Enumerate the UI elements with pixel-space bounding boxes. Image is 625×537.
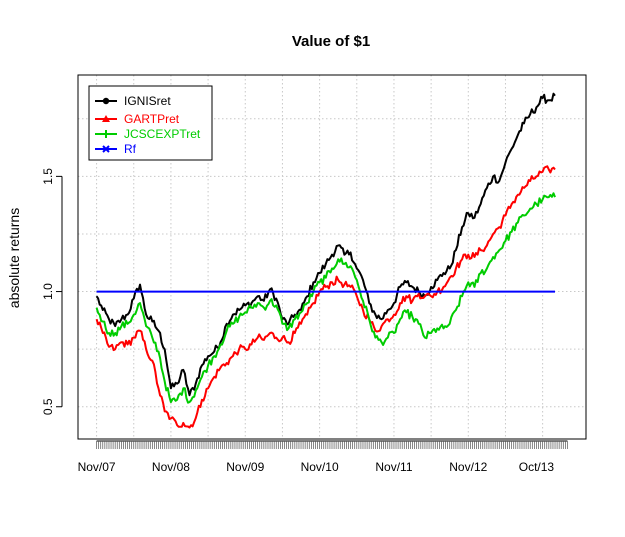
x-tick-label: Oct/13	[519, 460, 555, 474]
y-tick-label: 1.5	[41, 168, 55, 185]
x-tick-label: Nov/12	[449, 460, 487, 474]
legend-marker-cross	[102, 145, 110, 153]
x-tick-label: Nov/07	[78, 460, 116, 474]
legend-label-jcscexptret: JCSCEXPTret	[124, 127, 201, 141]
series-lines	[95, 92, 556, 429]
legend-label-gartpret: GARTPret	[124, 112, 180, 126]
legend-marker-triangle	[102, 115, 110, 122]
series-line-jcscexptret	[95, 192, 556, 404]
legend-label-ignisret: IGNISret	[124, 94, 171, 108]
x-tick-label: Nov/10	[301, 460, 339, 474]
axes: 0.5 1.0 1.5 Nov/07 Nov/08 Nov/09 Nov/10 Nov/11 N…	[41, 168, 568, 474]
y-tick-label: 1.0	[41, 283, 55, 300]
legend-marker-circle	[102, 97, 110, 105]
y-tick-label: 0.5	[41, 398, 55, 415]
y-axis-label: absolute returns	[6, 208, 22, 308]
x-tick-label: Nov/11	[375, 460, 412, 474]
chart-title: Value of $1	[292, 33, 370, 50]
legend-label-rf: Rf	[124, 142, 137, 156]
x-tick-label: Nov/09	[226, 460, 264, 474]
legend-marker-plus	[102, 130, 110, 138]
series-line-gartpret	[95, 165, 556, 429]
legend-box	[88, 85, 213, 161]
x-tick-label: Nov/08	[152, 460, 190, 474]
plot-frame	[77, 74, 587, 440]
series-line-ignisret	[95, 92, 556, 397]
